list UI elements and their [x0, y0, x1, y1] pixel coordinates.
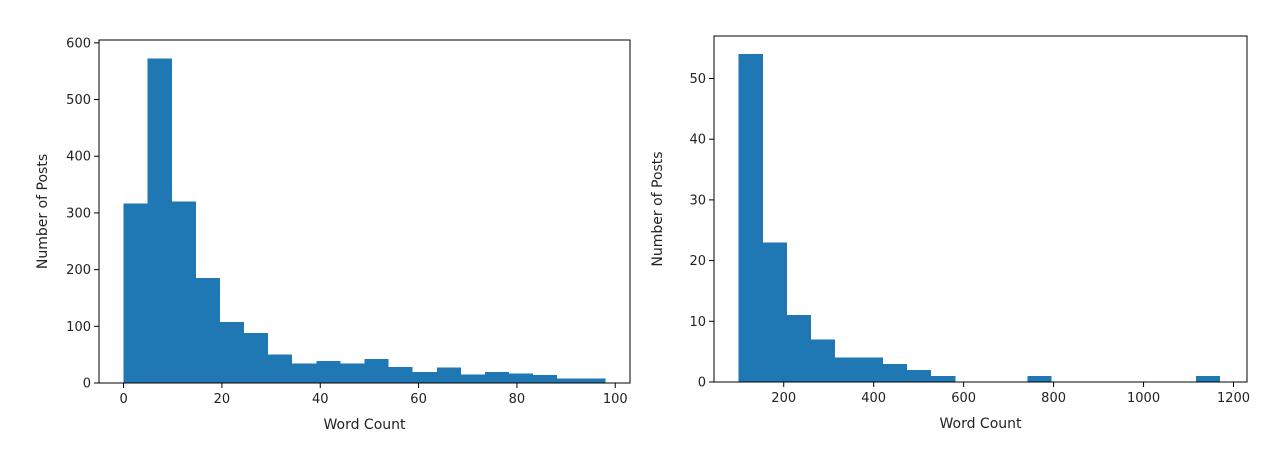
histogram-bar — [810, 339, 835, 382]
histogram-bar — [219, 321, 245, 383]
y-tick-label: 20 — [689, 254, 706, 269]
histogram-left: 0 20 40 60 80 100 0 100 200 300 400 500 600 Word Coun… — [35, 36, 631, 433]
x-tick-label: 1200 — [1217, 391, 1250, 406]
y-tick-label: 100 — [66, 320, 91, 335]
y-tick-label: 0 — [83, 377, 91, 392]
histogram-bar — [412, 372, 437, 383]
x-tick-label: 20 — [214, 392, 231, 407]
histogram-bar — [292, 363, 317, 383]
y-tick-label: 50 — [689, 72, 706, 87]
histogram-bar — [859, 357, 884, 382]
x-tick-label: 200 — [771, 391, 796, 406]
axes-frame — [98, 39, 631, 384]
x-tick-label: 400 — [861, 391, 886, 406]
x-tick-label: 800 — [1041, 391, 1066, 406]
histogram-bar — [931, 375, 956, 382]
x-tick-label: 60 — [410, 392, 427, 407]
y-tick-label: 40 — [689, 133, 706, 148]
histogram-bar — [171, 201, 196, 383]
x-tick-label: 600 — [951, 391, 976, 406]
histogram-bar — [340, 363, 365, 383]
histogram-bar — [883, 363, 908, 382]
y-tick-label: 0 — [698, 376, 706, 391]
x-axis-label: Word Count — [939, 416, 1022, 432]
histogram-bar — [484, 372, 510, 383]
histogram-bar — [316, 360, 341, 383]
histogram-bar — [762, 242, 787, 382]
y-axis-label: Number of Posts — [35, 154, 51, 269]
histogram-bar — [533, 375, 558, 383]
histogram-bar — [907, 369, 932, 382]
histogram-bar — [436, 367, 461, 383]
histogram-bar — [244, 333, 269, 383]
histogram-bar — [738, 54, 763, 383]
x-axis-label: Word Count — [323, 417, 406, 433]
histogram-bar — [557, 378, 582, 383]
histogram-bar — [834, 357, 860, 382]
histogram-bar — [460, 374, 485, 383]
x-tick-label: 1000 — [1127, 391, 1160, 406]
y-tick-label: 300 — [66, 206, 91, 221]
histogram-bar — [786, 315, 811, 382]
histogram-bar — [268, 354, 293, 383]
y-tick-label: 30 — [689, 193, 706, 208]
histogram-right: 200 400 600 800 1000 1200 0 10 20 30 40 50 Word Coun… — [650, 35, 1250, 432]
histogram-bar — [509, 373, 534, 383]
x-tick-label: 80 — [509, 392, 526, 407]
histogram-bar — [147, 58, 172, 383]
histogram-bar — [388, 367, 413, 383]
y-axis-label: Number of Posts — [650, 151, 666, 266]
x-tick-label: 100 — [603, 392, 628, 407]
histogram-bar — [123, 203, 148, 383]
histogram-bar — [364, 359, 389, 383]
histogram-bar — [1195, 375, 1221, 382]
histogram-bar — [581, 378, 606, 383]
histogram-bar — [195, 278, 220, 383]
histogram-bar — [1027, 375, 1052, 382]
x-tick-label: 40 — [312, 392, 329, 407]
y-tick-label: 200 — [66, 263, 91, 278]
y-tick-label: 500 — [66, 93, 91, 108]
y-tick-label: 600 — [66, 36, 91, 51]
y-tick-label: 400 — [66, 150, 91, 165]
x-tick-label: 0 — [119, 392, 127, 407]
axes-frame — [713, 35, 1248, 383]
y-tick-label: 10 — [689, 315, 706, 330]
